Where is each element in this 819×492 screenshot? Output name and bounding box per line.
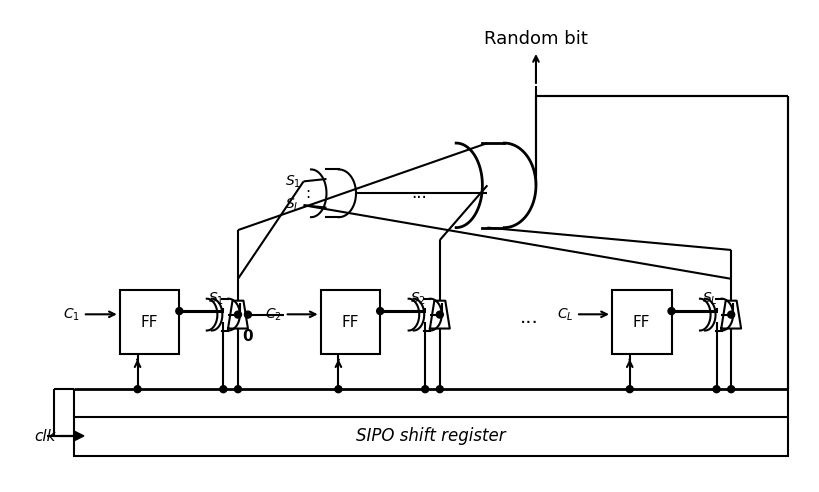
Bar (611, 290, 671, 354)
Bar (74, 417, 787, 456)
Text: ...: ... (411, 184, 427, 202)
Bar (320, 290, 380, 354)
Circle shape (726, 386, 734, 393)
Circle shape (175, 308, 183, 314)
Text: $C_L$: $C_L$ (556, 306, 572, 323)
Text: FF: FF (632, 314, 649, 330)
Text: FF: FF (141, 314, 158, 330)
Circle shape (334, 386, 342, 393)
Text: $S_L$: $S_L$ (701, 290, 717, 307)
Text: :: : (305, 186, 310, 201)
Text: FF: FF (342, 314, 359, 330)
Circle shape (436, 386, 443, 393)
Text: $S_1$: $S_1$ (208, 290, 224, 307)
Circle shape (436, 311, 443, 318)
Text: $S_L$: $S_L$ (285, 197, 301, 214)
Circle shape (244, 311, 251, 318)
Text: $C_1$: $C_1$ (63, 306, 79, 323)
Text: $S_2$: $S_2$ (410, 290, 426, 307)
Text: $C_2$: $C_2$ (265, 306, 282, 323)
Circle shape (726, 311, 734, 318)
Text: 0: 0 (242, 329, 253, 344)
Text: ...: ... (519, 308, 538, 327)
Circle shape (234, 386, 241, 393)
Bar (120, 290, 179, 354)
Text: SIPO shift register: SIPO shift register (355, 428, 505, 445)
Text: Random bit: Random bit (483, 30, 587, 48)
Text: clk: clk (34, 430, 56, 444)
Text: $S_1$: $S_1$ (284, 173, 301, 189)
Circle shape (713, 386, 719, 393)
Circle shape (133, 386, 141, 393)
Circle shape (421, 386, 428, 393)
Circle shape (626, 386, 632, 393)
Circle shape (376, 308, 383, 314)
Circle shape (219, 386, 227, 393)
Circle shape (667, 308, 674, 314)
Circle shape (234, 311, 241, 318)
Polygon shape (74, 431, 84, 441)
